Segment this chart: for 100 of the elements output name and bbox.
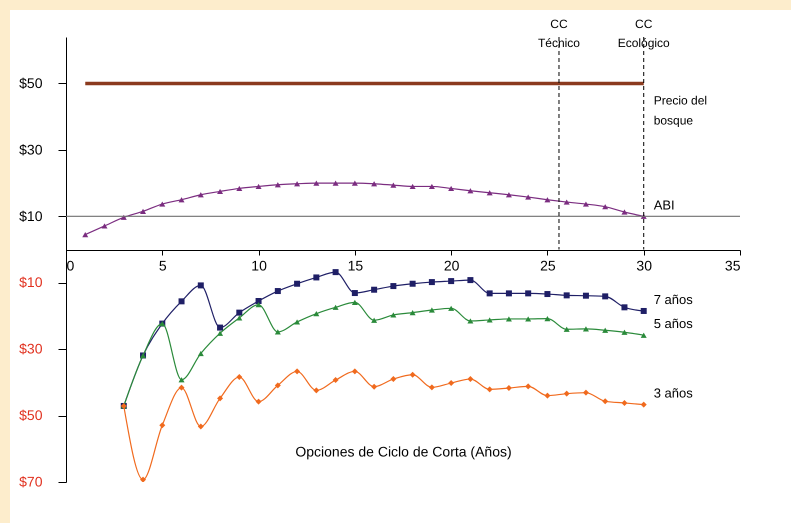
point [582, 390, 589, 396]
point [602, 328, 608, 333]
point [410, 280, 416, 287]
point [428, 384, 435, 390]
point [486, 386, 493, 392]
point [198, 192, 204, 198]
point [294, 181, 300, 186]
point [198, 350, 204, 356]
point [564, 326, 570, 332]
point [640, 308, 647, 314]
y-tick-label: $50 [19, 74, 43, 91]
point [506, 385, 512, 392]
point [448, 380, 454, 386]
point [274, 182, 281, 188]
point [102, 223, 108, 229]
point [217, 188, 224, 194]
point [525, 316, 532, 322]
point [428, 279, 435, 286]
point [256, 184, 262, 190]
point [352, 368, 358, 374]
point [159, 201, 166, 207]
point [236, 315, 242, 321]
point [640, 402, 647, 408]
x-tick-label: 30 [636, 258, 652, 274]
point [467, 376, 474, 382]
point [313, 387, 320, 394]
series-label: ABI [654, 197, 675, 212]
y-tick-label: $10 [19, 208, 43, 224]
point [236, 310, 242, 316]
point [256, 302, 262, 308]
point [274, 382, 281, 388]
point [217, 395, 224, 402]
point [390, 376, 396, 382]
point [294, 319, 300, 325]
point [178, 197, 185, 202]
y-tick-label: $30 [19, 141, 43, 158]
point [621, 209, 628, 215]
point [178, 384, 185, 391]
point [582, 201, 589, 207]
point [467, 188, 474, 194]
point [467, 318, 474, 324]
point [294, 280, 300, 287]
ref-line-label: CC Ecológico [618, 17, 670, 50]
point [467, 277, 474, 284]
point [582, 292, 589, 299]
x-tick-label: 0 [66, 258, 74, 274]
point [313, 274, 320, 280]
point [390, 283, 396, 290]
point [602, 204, 608, 210]
point [544, 197, 550, 202]
point [410, 372, 416, 378]
point [525, 383, 532, 390]
point [544, 291, 550, 298]
point [294, 368, 300, 374]
point [428, 307, 435, 313]
point [198, 424, 204, 430]
point [428, 184, 435, 190]
point [448, 278, 454, 284]
y-tick-label: $50 [19, 407, 43, 424]
point [640, 332, 647, 338]
y-tick-label: $30 [19, 340, 43, 357]
x-tick-label: 35 [724, 258, 741, 274]
point [602, 398, 608, 404]
point [371, 384, 378, 390]
series-label: Precio del bosque [654, 93, 708, 128]
point [486, 317, 493, 323]
point [274, 288, 281, 294]
point [313, 180, 320, 186]
point [256, 398, 262, 405]
point [178, 377, 185, 382]
point [602, 293, 608, 300]
point [544, 392, 550, 399]
point [390, 182, 396, 188]
point [390, 312, 396, 318]
point [506, 316, 512, 322]
point [525, 194, 532, 200]
point [332, 304, 339, 310]
series-label: 3 años [654, 386, 694, 401]
point [506, 192, 512, 198]
point [371, 181, 378, 186]
point [486, 190, 493, 196]
point [198, 282, 204, 288]
point [236, 374, 242, 380]
x-tick-label: 20 [444, 258, 460, 274]
point [621, 400, 628, 406]
point [352, 290, 358, 296]
point [140, 476, 146, 482]
point [525, 290, 532, 296]
point [352, 180, 358, 186]
ref-line-label: CC Técnico [538, 17, 580, 50]
point [82, 232, 88, 238]
point [506, 290, 512, 296]
point [332, 377, 339, 384]
y-tick-label: $70 [19, 474, 43, 490]
x-tick-label: 10 [251, 258, 268, 274]
point [217, 324, 224, 331]
series-label: 5 años [654, 316, 694, 332]
point [621, 304, 628, 310]
y-tick-label: $10 [19, 274, 43, 290]
point [256, 298, 262, 304]
